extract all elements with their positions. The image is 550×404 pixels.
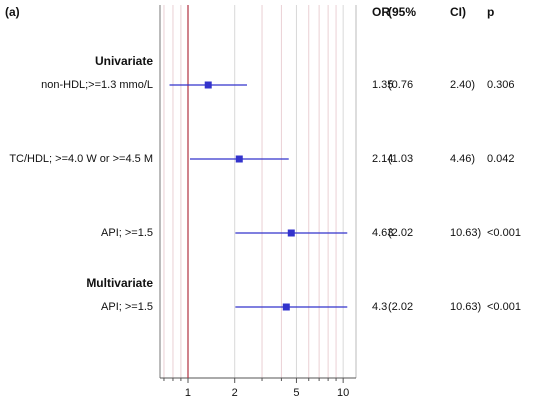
ci-upper: 10.63) [450,301,481,313]
x-tick-label: 2 [232,387,238,399]
ci-upper: 10.63) [450,227,481,239]
or-value: 4.3 [372,301,387,313]
ci-lower: (1.03 [388,153,413,165]
column-header: (95% [388,5,416,19]
column-header: p [487,5,494,19]
ci-lower: (0.76 [388,79,413,91]
x-tick-label: 1 [185,387,191,399]
estimate-marker [235,155,243,163]
row-label: TC/HDL; >=4.0 W or >=4.5 M [9,153,153,165]
p-value: <0.001 [487,301,521,313]
estimate-marker [282,303,290,311]
p-value: 0.306 [487,79,515,91]
ci-lower: (2.02 [388,227,413,239]
column-header: CI) [450,5,466,19]
or-value: 4.63 [372,227,393,239]
row-label: API; >=1.5 [101,301,153,313]
row-label: API; >=1.5 [101,227,153,239]
estimate-marker [287,229,295,237]
estimate-marker [204,81,212,89]
p-value: <0.001 [487,227,521,239]
group-label: Multivariate [86,276,153,290]
or-value: 2.14 [372,153,393,165]
row-label: non-HDL;>=1.3 mmo/L [41,79,153,91]
ci-lower: (2.02 [388,301,413,313]
x-tick-label: 5 [293,387,299,399]
x-tick-label: 10 [337,387,349,399]
group-label: Univariate [95,54,153,68]
p-value: 0.042 [487,153,515,165]
panel-label: (a) [5,5,20,19]
ci-upper: 4.46) [450,153,475,165]
column-header: OR [372,5,390,19]
or-value: 1.35 [372,79,393,91]
ci-upper: 2.40) [450,79,475,91]
